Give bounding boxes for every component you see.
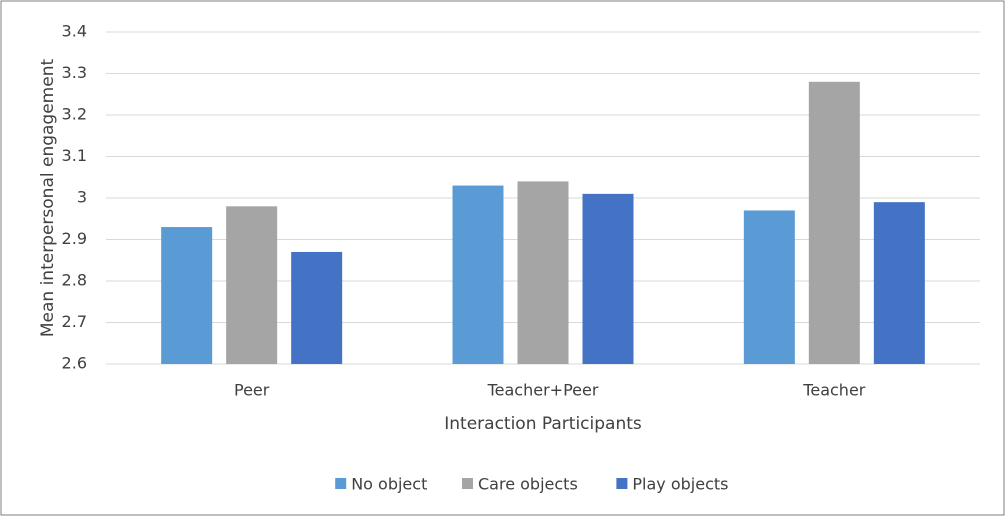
- y-tick-label: 3: [77, 188, 87, 207]
- y-tick-label: 2.9: [62, 229, 87, 248]
- bar: [582, 193, 634, 364]
- y-tick-label: 2.6: [62, 354, 87, 373]
- bar: [291, 251, 343, 364]
- x-axis-title: Interaction Participants: [444, 414, 642, 434]
- bar: [452, 185, 504, 364]
- y-tick-label: 3.4: [62, 22, 87, 41]
- y-tick-label: 2.8: [62, 271, 87, 290]
- bar: [226, 206, 278, 364]
- bar: [873, 202, 925, 364]
- legend-swatch: [462, 478, 473, 489]
- bar: [743, 210, 795, 364]
- bar: [161, 227, 213, 364]
- legend-label: Play objects: [632, 475, 728, 494]
- legend-label: No object: [351, 475, 427, 494]
- x-tick-label: Peer: [234, 381, 270, 400]
- y-tick-label: 3.3: [62, 63, 87, 82]
- x-tick-label: Teacher: [802, 381, 865, 400]
- y-tick-label: 3.2: [62, 105, 87, 124]
- y-tick-label: 2.7: [62, 312, 87, 331]
- bar: [808, 81, 860, 365]
- legend-swatch: [335, 478, 347, 489]
- x-tick-label: Teacher+Peer: [487, 381, 599, 400]
- y-axis-title: Mean interpersonal engagement: [38, 59, 58, 338]
- legend-swatch: [616, 478, 628, 489]
- bar: [517, 181, 569, 364]
- y-tick-label: 3.1: [62, 146, 87, 165]
- legend-label: Care objects: [478, 475, 578, 494]
